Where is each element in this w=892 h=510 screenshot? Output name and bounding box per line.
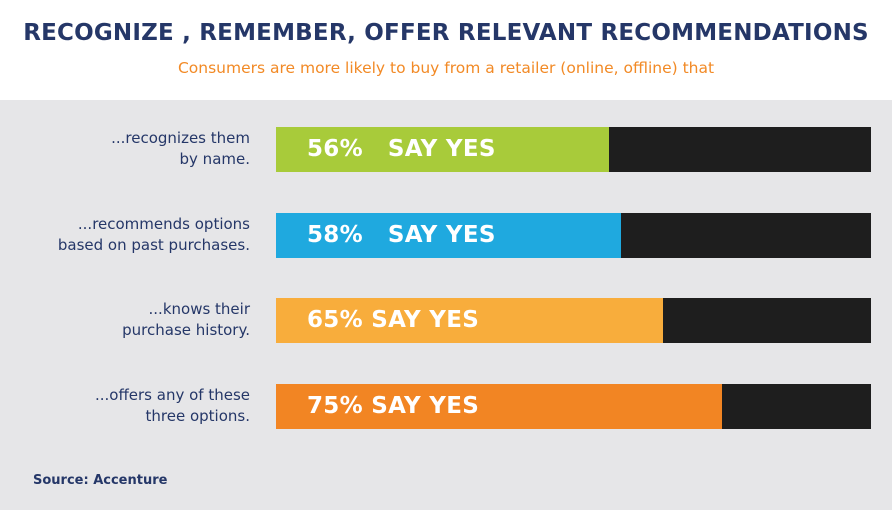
- bar-track: 75% SAY YES: [276, 384, 871, 429]
- page-title: RECOGNIZE , REMEMBER, OFFER RELEVANT REC…: [23, 20, 869, 46]
- bar: [276, 384, 723, 429]
- source-note: Source: Accenture: [33, 473, 168, 488]
- bar-track: 56% SAY YES: [276, 127, 871, 172]
- page-subtitle: Consumers are more likely to buy from a …: [177, 59, 715, 77]
- category-label: ...recognizes them by name.: [111, 129, 250, 168]
- category-label: ...offers any of these three options.: [94, 386, 250, 425]
- bar: [276, 127, 610, 172]
- bar-data-label: 56% SAY YES: [307, 136, 496, 162]
- header: RECOGNIZE , REMEMBER, OFFER RELEVANT REC…: [0, 0, 892, 100]
- bar: [276, 213, 622, 258]
- bar-data-label: 65% SAY YES: [307, 307, 480, 333]
- bar-data-label: 75% SAY YES: [307, 393, 480, 419]
- bar: [276, 298, 663, 343]
- bar-track: 65% SAY YES: [276, 298, 871, 343]
- category-label: ...recommends options based on past purc…: [57, 215, 250, 254]
- bar-track: 58% SAY YES: [276, 213, 871, 258]
- bar-data-label: 58% SAY YES: [307, 222, 496, 248]
- category-label: ...knows their purchase history.: [122, 300, 250, 339]
